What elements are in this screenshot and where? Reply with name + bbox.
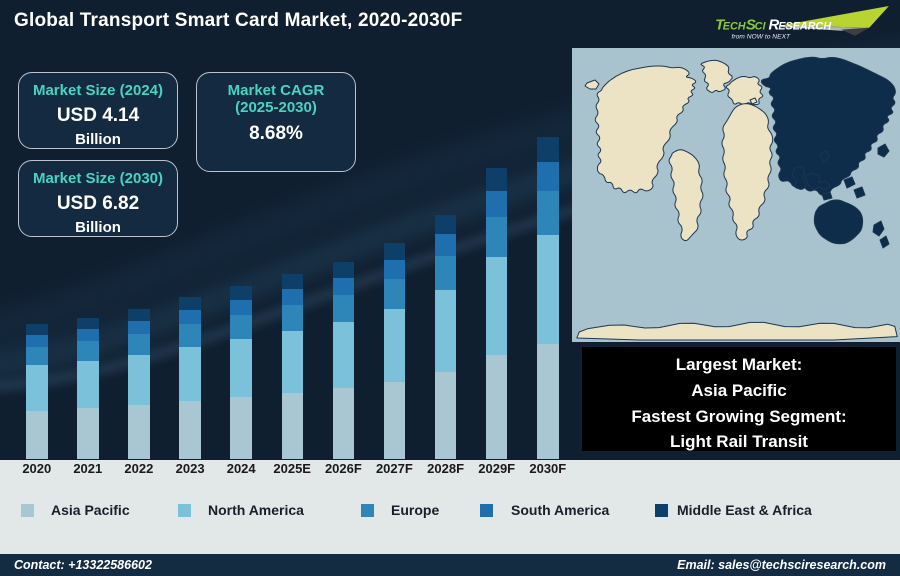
svg-text:from NOW to NEXT: from NOW to NEXT (732, 33, 791, 40)
svg-text:ECH: ECH (723, 21, 746, 33)
svg-text:CI: CI (755, 21, 767, 33)
svg-text:ESEARCH: ESEARCH (778, 21, 831, 33)
